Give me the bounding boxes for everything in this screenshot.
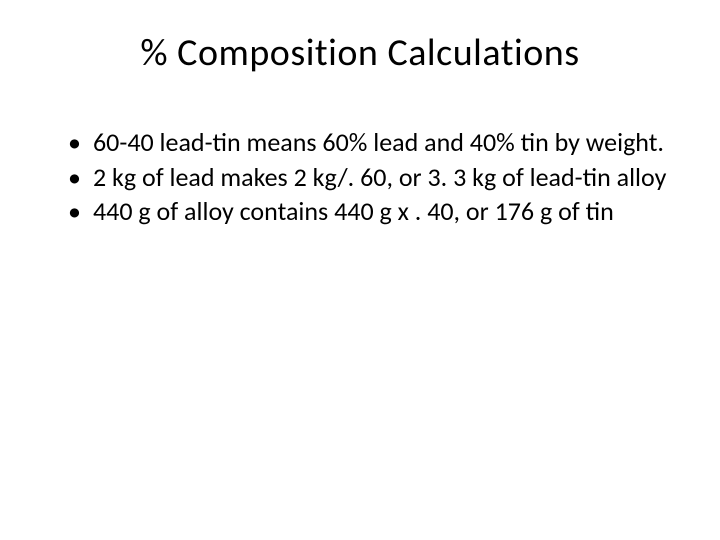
slide-container: % Composition Calculations 60-40 lead-ti…	[0, 0, 720, 540]
slide-title: % Composition Calculations	[50, 30, 670, 76]
bullet-item: 440 g of alloy contains 440 g x . 40, or…	[68, 195, 670, 228]
bullet-item: 2 kg of lead makes 2 kg/. 60, or 3. 3 kg…	[68, 161, 670, 194]
bullet-list: 60-40 lead-tin means 60% lead and 40% ti…	[50, 126, 670, 228]
bullet-item: 60-40 lead-tin means 60% lead and 40% ti…	[68, 126, 670, 159]
